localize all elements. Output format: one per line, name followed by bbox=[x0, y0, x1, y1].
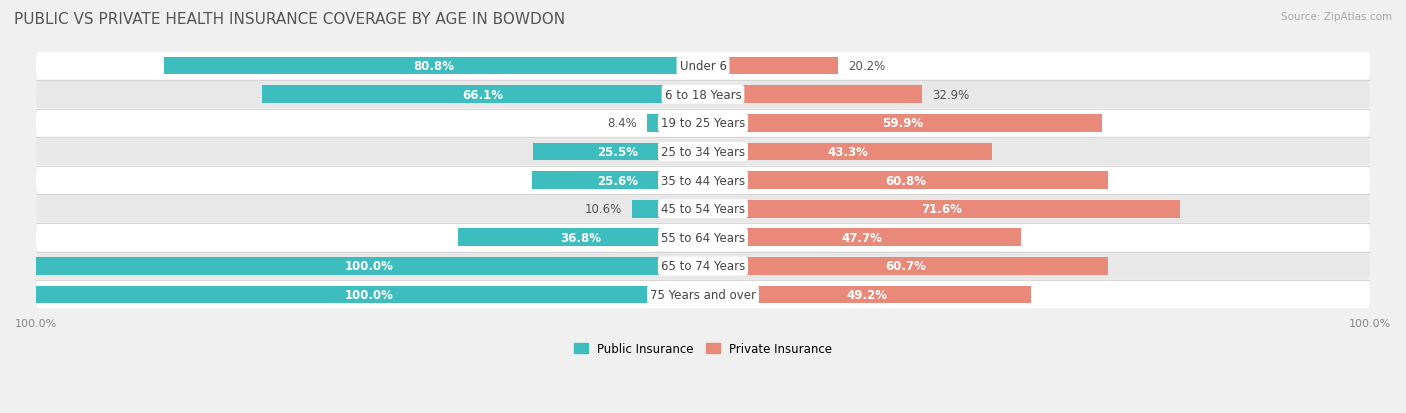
Bar bbox=[457, 229, 703, 247]
Text: 65 to 74 Years: 65 to 74 Years bbox=[661, 260, 745, 273]
FancyBboxPatch shape bbox=[37, 167, 1369, 195]
Text: 71.6%: 71.6% bbox=[921, 203, 962, 216]
Text: Source: ZipAtlas.com: Source: ZipAtlas.com bbox=[1281, 12, 1392, 22]
Bar bbox=[37, 286, 703, 304]
Text: 20.2%: 20.2% bbox=[848, 60, 884, 73]
Text: 32.9%: 32.9% bbox=[932, 88, 970, 102]
FancyBboxPatch shape bbox=[37, 281, 1369, 309]
Text: 25.6%: 25.6% bbox=[598, 174, 638, 187]
Bar bbox=[703, 229, 1021, 247]
Bar bbox=[533, 172, 703, 190]
Bar bbox=[703, 200, 1181, 218]
Bar bbox=[703, 143, 991, 161]
Text: 43.3%: 43.3% bbox=[827, 146, 868, 159]
Legend: Public Insurance, Private Insurance: Public Insurance, Private Insurance bbox=[569, 337, 837, 360]
Bar bbox=[647, 115, 703, 133]
FancyBboxPatch shape bbox=[37, 110, 1369, 137]
Bar bbox=[533, 143, 703, 161]
Text: 45 to 54 Years: 45 to 54 Years bbox=[661, 203, 745, 216]
Text: 36.8%: 36.8% bbox=[560, 231, 600, 244]
Text: 59.9%: 59.9% bbox=[882, 117, 924, 130]
Bar bbox=[633, 200, 703, 218]
Bar bbox=[703, 57, 838, 75]
FancyBboxPatch shape bbox=[37, 195, 1369, 223]
Bar bbox=[703, 115, 1102, 133]
Text: 10.6%: 10.6% bbox=[585, 203, 623, 216]
Text: 25.5%: 25.5% bbox=[598, 146, 638, 159]
FancyBboxPatch shape bbox=[37, 81, 1369, 109]
Bar bbox=[703, 257, 1108, 275]
Text: 55 to 64 Years: 55 to 64 Years bbox=[661, 231, 745, 244]
Bar bbox=[165, 57, 703, 75]
Text: PUBLIC VS PRIVATE HEALTH INSURANCE COVERAGE BY AGE IN BOWDON: PUBLIC VS PRIVATE HEALTH INSURANCE COVER… bbox=[14, 12, 565, 27]
Bar bbox=[703, 86, 922, 104]
Text: 100.0%: 100.0% bbox=[344, 288, 394, 301]
Text: 35 to 44 Years: 35 to 44 Years bbox=[661, 174, 745, 187]
Bar bbox=[262, 86, 703, 104]
Text: 6 to 18 Years: 6 to 18 Years bbox=[665, 88, 741, 102]
Text: 80.8%: 80.8% bbox=[413, 60, 454, 73]
FancyBboxPatch shape bbox=[37, 53, 1369, 80]
FancyBboxPatch shape bbox=[37, 253, 1369, 280]
Bar bbox=[703, 286, 1031, 304]
Text: 25 to 34 Years: 25 to 34 Years bbox=[661, 146, 745, 159]
Text: 49.2%: 49.2% bbox=[846, 288, 887, 301]
Text: 66.1%: 66.1% bbox=[463, 88, 503, 102]
Text: Under 6: Under 6 bbox=[679, 60, 727, 73]
FancyBboxPatch shape bbox=[37, 138, 1369, 166]
Text: 19 to 25 Years: 19 to 25 Years bbox=[661, 117, 745, 130]
Text: 60.7%: 60.7% bbox=[884, 260, 925, 273]
Text: 75 Years and over: 75 Years and over bbox=[650, 288, 756, 301]
FancyBboxPatch shape bbox=[37, 224, 1369, 252]
Bar bbox=[37, 257, 703, 275]
Text: 8.4%: 8.4% bbox=[607, 117, 637, 130]
Text: 60.8%: 60.8% bbox=[886, 174, 927, 187]
Bar bbox=[703, 172, 1108, 190]
Text: 47.7%: 47.7% bbox=[842, 231, 883, 244]
Text: 100.0%: 100.0% bbox=[344, 260, 394, 273]
